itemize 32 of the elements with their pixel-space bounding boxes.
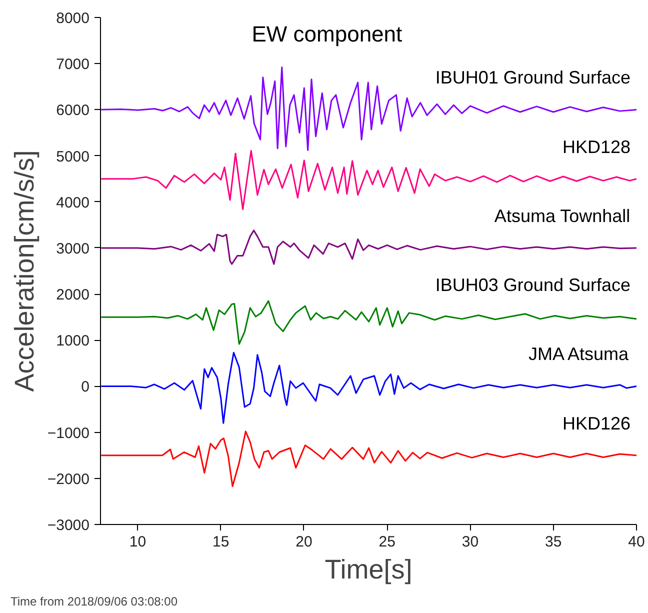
series-label: HKD128 — [562, 136, 631, 157]
x-tick-label: 20 — [296, 534, 312, 550]
chart-title: EW component — [252, 22, 402, 46]
y-tick-label: 1000 — [56, 332, 90, 350]
line-series — [100, 230, 636, 265]
y-tick-label: 8000 — [56, 10, 90, 27]
x-tick-label: 25 — [378, 534, 396, 550]
series-label: HKD126 — [562, 413, 631, 434]
y-tick-label: 7000 — [56, 56, 90, 74]
y-axis-title: Acceleration[cm/s/s] — [9, 150, 40, 392]
series-label: JMA Atsuma — [528, 344, 630, 364]
y-tick-label: 6000 — [56, 102, 90, 120]
series-label: IBUH01 Ground Surface — [435, 68, 631, 88]
y-tick-label: 5000 — [56, 148, 90, 166]
series-label: IBUH03 Ground Surface — [435, 275, 631, 296]
x-tick-label: 40 — [628, 534, 645, 550]
x-tick-label: 15 — [212, 534, 230, 550]
y-tick-label: 0 — [81, 378, 90, 396]
y-tick-label: −3000 — [47, 517, 90, 534]
y-tick-label: 4000 — [56, 194, 90, 212]
y-tick-label: 2000 — [56, 286, 90, 304]
y-tick-label: 3000 — [56, 240, 90, 258]
series-label: Atsuma Townhall — [494, 206, 630, 226]
x-axis-title: Time[s] — [324, 554, 412, 584]
x-tick-label: 10 — [129, 534, 146, 550]
text: Time from 2018/09/06 03:08:00 — [10, 594, 178, 608]
x-tick-label: 35 — [545, 534, 562, 550]
y-tick-label: −2000 — [47, 470, 90, 488]
x-tick-label: 30 — [462, 534, 479, 550]
line-series — [100, 300, 636, 345]
line-series — [100, 430, 636, 487]
y-tick-label: −1000 — [47, 424, 90, 442]
